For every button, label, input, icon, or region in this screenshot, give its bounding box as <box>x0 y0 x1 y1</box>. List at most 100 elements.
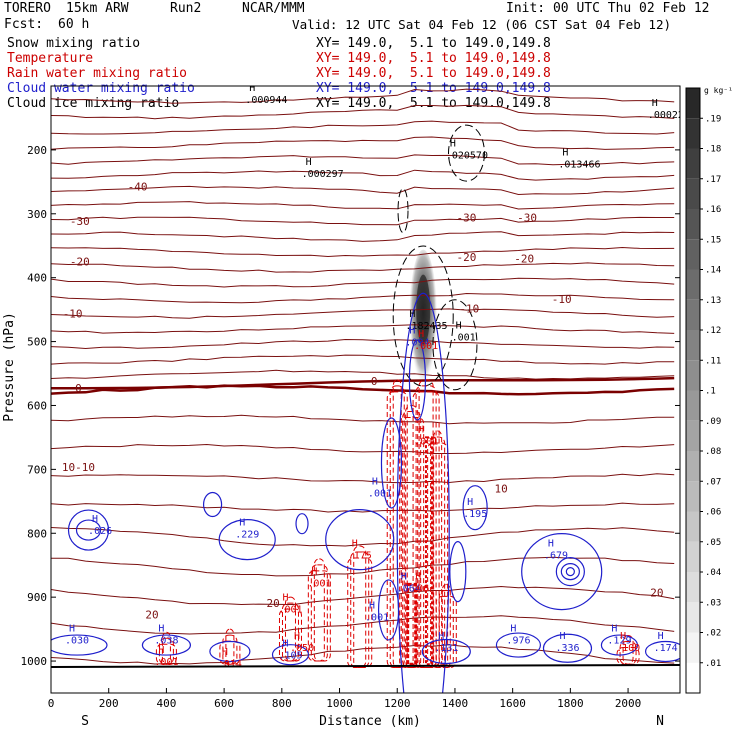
cloud-ice-contour <box>432 299 478 391</box>
rain-water-contour <box>415 385 437 668</box>
x-tick-label: 600 <box>214 697 234 710</box>
cloud-water-contour <box>495 632 542 658</box>
colorbar-tick-label: .16 <box>705 205 721 215</box>
maximum-h-marker: H <box>158 623 164 634</box>
cloud-water-contour <box>295 513 309 535</box>
maximum-value-label: .038 <box>154 635 178 646</box>
colorbar-unit: g kg⁻¹ <box>704 86 733 95</box>
temperature-contour <box>51 414 675 425</box>
colorbar-tick-label: .05 <box>705 538 721 548</box>
temperature-contour <box>51 354 675 365</box>
model-name: TORERO <box>4 1 51 16</box>
maximum-value-label: .013466 <box>558 159 600 170</box>
temperature-label: -40 <box>128 180 148 193</box>
cloud-water-contour <box>555 556 585 587</box>
cloud-water-contour <box>202 491 223 518</box>
rain-water-contour <box>222 634 238 665</box>
maximum-h-marker: H <box>559 631 565 642</box>
cloud-water-contour <box>449 540 467 603</box>
rain-water-contour <box>427 442 449 668</box>
cloud-water-contour <box>67 509 110 551</box>
rain-water-contour <box>155 643 177 665</box>
x-tick-label: 1800 <box>557 697 584 710</box>
freezing-level-line <box>51 376 675 390</box>
temperature-contours <box>51 88 675 665</box>
colorbar-bin <box>686 88 700 119</box>
temperature-label: 0 <box>75 382 82 395</box>
colorbar-tick-label: .01 <box>705 659 721 669</box>
colorbar-tick-label: .09 <box>705 417 721 427</box>
rain-water-contour <box>353 545 367 668</box>
cloud-water-contour <box>408 339 427 421</box>
colorbar-bin <box>686 420 700 451</box>
run-label: Run2 <box>170 1 202 16</box>
colorbar-tick-label: .19 <box>705 114 721 124</box>
x-tick-label: 1400 <box>442 697 469 710</box>
maximum-value-label: .195 <box>463 509 487 520</box>
maximum-value-label: .336 <box>555 643 579 654</box>
temperature-label: -20 <box>70 256 90 269</box>
maximum-h-marker: H <box>450 138 456 149</box>
temperature-contour <box>51 104 675 120</box>
forecast-hour: 60 h <box>58 17 90 32</box>
plot-area: -40 -30 -30 -30 -20 -20 -20 -10 -10 -10 0 0 10-10 10 2… <box>51 86 680 693</box>
maximum-value-label: .174 <box>654 643 678 654</box>
maximum-h-marker: H <box>369 600 375 611</box>
maximum-value-label: .001 <box>368 488 392 499</box>
colorbar-bin <box>686 148 700 179</box>
maximum-value-label: .182435 <box>405 321 447 332</box>
maximum-value-label: .129 <box>607 635 631 646</box>
maximum-value-label: .001 <box>154 657 178 668</box>
y-tick-label: 200 <box>27 144 47 157</box>
maximum-h-marker: H <box>282 639 288 650</box>
maximum-value-label: .06 <box>411 584 429 595</box>
colorbar-bin <box>686 572 700 603</box>
cloud-water-contour <box>271 644 310 666</box>
y-tick-label: 300 <box>27 208 47 221</box>
cloud-water-contour <box>51 634 108 656</box>
temperature-contour <box>51 615 675 635</box>
temperature-contour <box>51 369 675 380</box>
colorbar-tick-label: .15 <box>705 235 721 245</box>
rain-water-core <box>406 582 418 666</box>
temperature-labels: -40 -30 -30 -30 -20 -20 -20 -10 -10 -10 0 0 10-10 10 2… <box>62 180 664 621</box>
maximum-h-marker: H <box>282 593 288 604</box>
legend-label-snow: Snow mixing ratio <box>7 36 141 51</box>
temperature-contour <box>51 308 675 319</box>
colorbar-tick-label: .04 <box>705 568 721 578</box>
temperature-contour <box>51 585 675 606</box>
legend-xy-rain: XY= 149.0, 5.1 to 149.0,149.8 <box>316 66 551 81</box>
x-tick-label: 0 <box>48 697 55 710</box>
colorbar-tick-label: .07 <box>705 477 721 487</box>
rain-water-contour <box>616 646 640 665</box>
colorbar-tick-label: .18 <box>705 145 721 155</box>
forecast-label: Fcst: <box>4 17 44 32</box>
colorbar-bin <box>686 390 700 421</box>
y-tick-label: 700 <box>27 463 47 476</box>
temperature-contour <box>51 502 675 513</box>
maximum-h-marker: H <box>467 497 473 508</box>
rain-water-contour <box>310 564 328 662</box>
model-resolution: 15km ARW <box>66 1 129 16</box>
maximum-h-marker: H <box>418 425 424 436</box>
legend-label-cloud-water: Cloud water mixing ratio <box>7 81 195 96</box>
maximum-value-label: .105 <box>278 651 302 662</box>
rain-water-contour <box>307 570 331 662</box>
cloud-water-contour <box>377 579 400 641</box>
cloud-ice-contour <box>392 245 454 387</box>
temperature-contour <box>51 88 675 104</box>
rain-water-contour <box>433 430 443 668</box>
y-tick-label: 600 <box>27 399 47 412</box>
side-label-north: N <box>656 714 664 729</box>
rain-water-contour <box>350 551 370 668</box>
maximum-value-label: .064 <box>397 584 421 595</box>
x-tick-label: 200 <box>99 697 119 710</box>
rain-water-contour <box>402 410 422 668</box>
y-tick-label: 900 <box>27 591 47 604</box>
temperature-contour <box>51 277 675 288</box>
maximum-value-label: .001 <box>414 437 438 448</box>
colorbar-bin <box>686 481 700 512</box>
rain-water-contour <box>435 595 457 668</box>
